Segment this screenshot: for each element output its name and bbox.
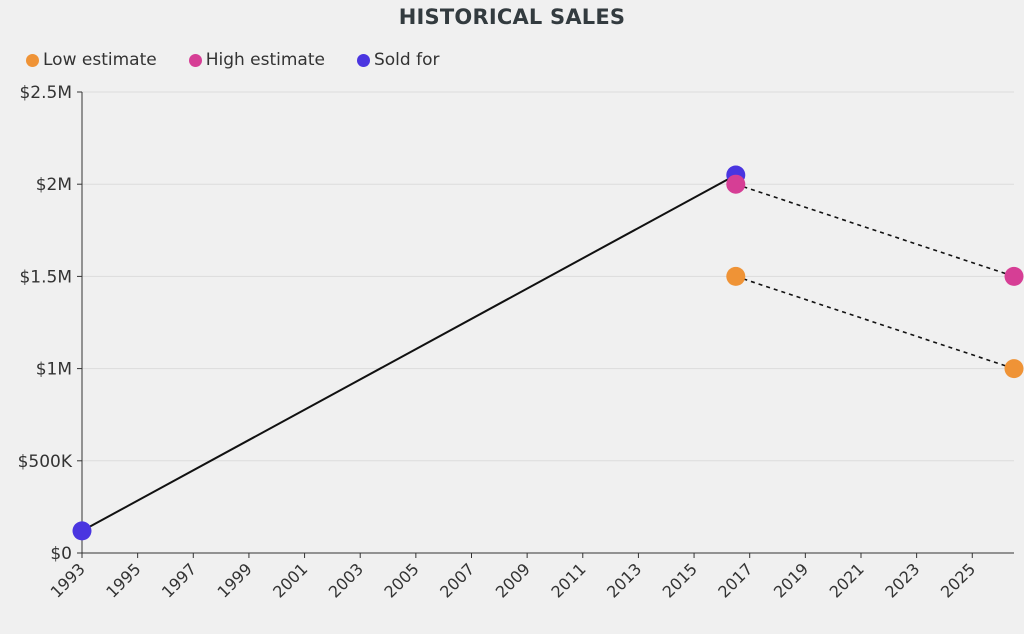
legend: Low estimate High estimate Sold for [26, 50, 471, 70]
ytick-label-2: $1M [36, 360, 72, 380]
xtick-label-8: 2009 [492, 559, 534, 601]
series-line-high-estimate-0 [735, 183, 1015, 278]
ytick-label-5: $2.5M [19, 83, 72, 103]
series-line-sold-for-0 [81, 174, 737, 532]
point-sold-for-0 [72, 521, 92, 541]
legend-label-high-estimate: High estimate [205, 50, 325, 70]
xtick-label-5: 2003 [325, 559, 367, 601]
xtick-label-15: 2023 [881, 559, 923, 601]
ytick-label-3: $1.5M [19, 267, 72, 287]
ytick-label-1: $500K [18, 452, 73, 472]
legend-dot-high-estimate [188, 53, 202, 67]
xtick-label-4: 2001 [269, 559, 311, 601]
xtick-label-10: 2013 [603, 559, 645, 601]
legend-label-low-estimate: Low estimate [43, 50, 157, 70]
legend-dot-sold-for [356, 53, 370, 67]
xtick-label-14: 2021 [826, 559, 868, 601]
legend-dot-low-estimate [26, 53, 39, 67]
xtick-label-3: 1999 [214, 559, 256, 601]
ytick-label-4: $2M [36, 175, 72, 195]
point-high-estimate-0 [726, 174, 746, 194]
legend-item-low-estimate[interactable]: Low estimate [26, 50, 157, 70]
xtick-label-9: 2011 [547, 559, 589, 601]
legend-item-sold-for[interactable]: Sold for [356, 50, 440, 70]
legend-item-high-estimate[interactable]: High estimate [188, 50, 325, 70]
series-line-low-estimate-0 [735, 275, 1015, 370]
xtick-label-16: 2025 [937, 559, 979, 601]
legend-label-sold-for: Sold for [373, 50, 440, 70]
xtick-label-2: 1997 [158, 559, 200, 601]
xtick-label-6: 2005 [380, 559, 422, 601]
ytick-label-0: $0 [50, 544, 72, 564]
xtick-label-12: 2017 [714, 559, 756, 601]
chart-title: HISTORICAL SALES [398, 5, 626, 29]
xtick-label-13: 2019 [770, 559, 812, 601]
xtick-label-11: 2015 [659, 559, 701, 601]
xtick-label-0: 1993 [47, 559, 89, 601]
point-low-estimate-1 [1004, 359, 1024, 379]
point-high-estimate-1 [1004, 266, 1024, 286]
point-low-estimate-0 [726, 266, 746, 286]
xtick-label-7: 2007 [436, 559, 478, 601]
xtick-label-1: 1995 [102, 559, 144, 601]
